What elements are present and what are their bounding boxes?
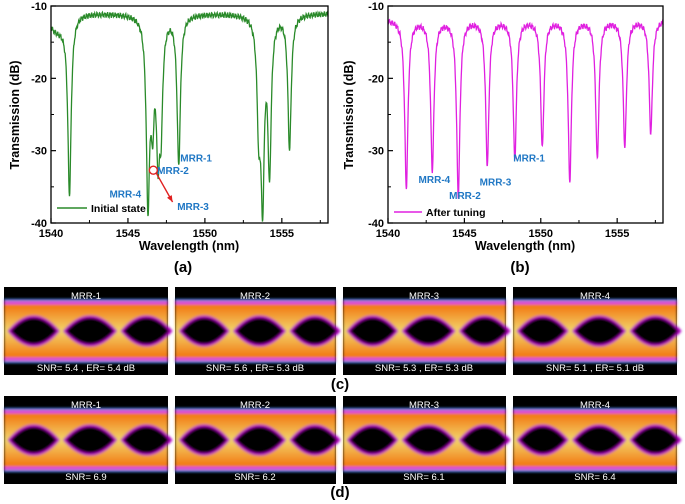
plot-a-ytick-label: -20 [31, 73, 47, 85]
eye-pattern [343, 408, 511, 472]
plot-b-ytick-label: -40 [368, 218, 384, 230]
eye-c-3-caption: SNR= 5.3 , ER= 5.3 dB [375, 363, 473, 374]
plot-initial-state: 1540 1545 1550 1555 -10 -20 -30 -40 Wavelength … [8, 1, 329, 276]
plot-a-annotation-4: MRR-4 [109, 190, 141, 201]
eye-d-3-caption: SNR= 6.1 [403, 472, 444, 483]
plot-a-series-line [50, 10, 329, 222]
eye-d-2-caption: SNR= 6.2 [234, 472, 275, 483]
plot-b-xtick-label: 1540 [376, 228, 400, 240]
panel-label-b: (b) [510, 259, 529, 276]
plot-a-xtick-label: 1555 [270, 228, 294, 240]
plot-b-annotation-4: MRR-4 [419, 175, 451, 186]
eye-pattern [4, 299, 173, 363]
eye-pattern [4, 408, 173, 472]
eye-d-4-title: MRR-4 [580, 400, 610, 411]
plot-after-tuning: 1540 1545 1550 1555 -10 -20 -30 -40 Wavelength … [342, 1, 664, 276]
plot-b-annotation-3: MRR-3 [480, 177, 512, 188]
eye-c-4-caption: SNR= 5.1 , ER= 5.1 dB [546, 363, 644, 374]
plot-b-frame [387, 5, 664, 224]
eye-c-4-title: MRR-4 [580, 291, 610, 302]
plot-a-curve-layer [50, 10, 329, 222]
plot-a-legend-label: Initial state [91, 203, 146, 215]
plot-b-annotation-2: MRR-2 [449, 191, 481, 202]
plot-a-ytick-label: -40 [31, 218, 47, 230]
plot-b-xtick-label: 1550 [529, 228, 553, 240]
plot-b-xtick-label: 1545 [452, 228, 476, 240]
plot-b-ytick-label: -30 [368, 146, 384, 158]
plot-b-ylabel: Transmission (dB) [342, 60, 356, 169]
plot-b-ytick-label: -10 [368, 1, 384, 13]
plot-b-series-line [387, 18, 664, 199]
plot-b-annotation-1: MRR-1 [513, 154, 545, 165]
plot-a-ytick-label: -30 [31, 146, 47, 158]
eye-d-3-title: MRR-3 [409, 400, 439, 411]
eye-pattern [343, 299, 511, 363]
eye-diagram-c-4: MRR-4 SNR= 5.1 , ER= 5.1 dB [513, 287, 682, 375]
eye-d-2-title: MRR-2 [240, 400, 270, 411]
panel-label-c: (c) [331, 376, 349, 393]
plot-a-xlabel: Wavelength (nm) [139, 239, 239, 253]
eye-d-4-caption: SNR= 6.4 [574, 472, 615, 483]
plot-a-annotation-2: MRR-2 [157, 166, 189, 177]
plot-b-ytick-label: -20 [368, 73, 384, 85]
eye-c-3-title: MRR-3 [409, 291, 439, 302]
plot-a-ylabel: Transmission (dB) [8, 60, 22, 169]
eye-diagram-d-1: MRR-1 SNR= 6.9 [4, 396, 173, 484]
eye-diagram-d-4: MRR-4 SNR= 6.4 [513, 396, 682, 484]
plot-a-annotation-1: MRR-1 [180, 154, 212, 165]
plot-a-xtick-label: 1550 [193, 228, 217, 240]
plot-a-frame [50, 5, 329, 224]
eye-row-d: MRR-1 SNR= 6.9 MRR-2 SNR= 6.2 MRR-3 SNR= 6.… [4, 396, 682, 501]
eye-d-1-title: MRR-1 [71, 400, 101, 411]
plot-a-ytick-label: -10 [31, 1, 47, 13]
eye-diagram-c-2: MRR-2 SNR= 5.6 , ER= 5.3 dB [175, 287, 341, 375]
plot-a-xtick-label: 1540 [39, 228, 63, 240]
eye-diagram-c-1: MRR-1 SNR= 5.4 , ER= 5.4 dB [4, 287, 173, 375]
plot-b-xlabel: Wavelength (nm) [475, 239, 575, 253]
eye-c-1-caption: SNR= 5.4 , ER= 5.4 dB [37, 363, 135, 374]
plot-a-annotation-3: MRR-3 [177, 202, 209, 213]
eye-pattern [175, 299, 341, 363]
eye-pattern [175, 408, 341, 472]
eye-pattern [513, 299, 682, 363]
eye-c-1-title: MRR-1 [71, 291, 101, 302]
plot-a-marker-circle [148, 165, 159, 175]
eye-pattern [513, 408, 682, 472]
plot-a-xtick-label: 1545 [116, 228, 140, 240]
eye-d-1-caption: SNR= 6.9 [65, 472, 106, 483]
eye-c-2-caption: SNR= 5.6 , ER= 5.3 dB [206, 363, 304, 374]
panel-label-a: (a) [174, 259, 192, 276]
plot-a-arrow-head [167, 195, 173, 203]
plot-b-curve-layer [387, 18, 664, 199]
plot-b-xtick-label: 1555 [605, 228, 629, 240]
eye-row-c: MRR-1 SNR= 5.4 , ER= 5.4 dB MRR-2 SNR= 5.6… [4, 287, 682, 393]
eye-c-2-title: MRR-2 [240, 291, 270, 302]
panel-label-d: (d) [330, 484, 349, 501]
plot-b-annotations: MRR-1 MRR-2 MRR-3 MRR-4 [419, 154, 546, 203]
plot-b-ticks: 1540 1545 1550 1555 -10 -20 -30 -40 [368, 1, 656, 240]
eye-diagram-d-3: MRR-3 SNR= 6.1 [343, 396, 511, 484]
eye-diagram-d-2: MRR-2 SNR= 6.2 [175, 396, 341, 484]
eye-diagram-c-3: MRR-3 SNR= 5.3 , ER= 5.3 dB [343, 287, 511, 375]
plot-b-legend-label: After tuning [426, 207, 486, 219]
